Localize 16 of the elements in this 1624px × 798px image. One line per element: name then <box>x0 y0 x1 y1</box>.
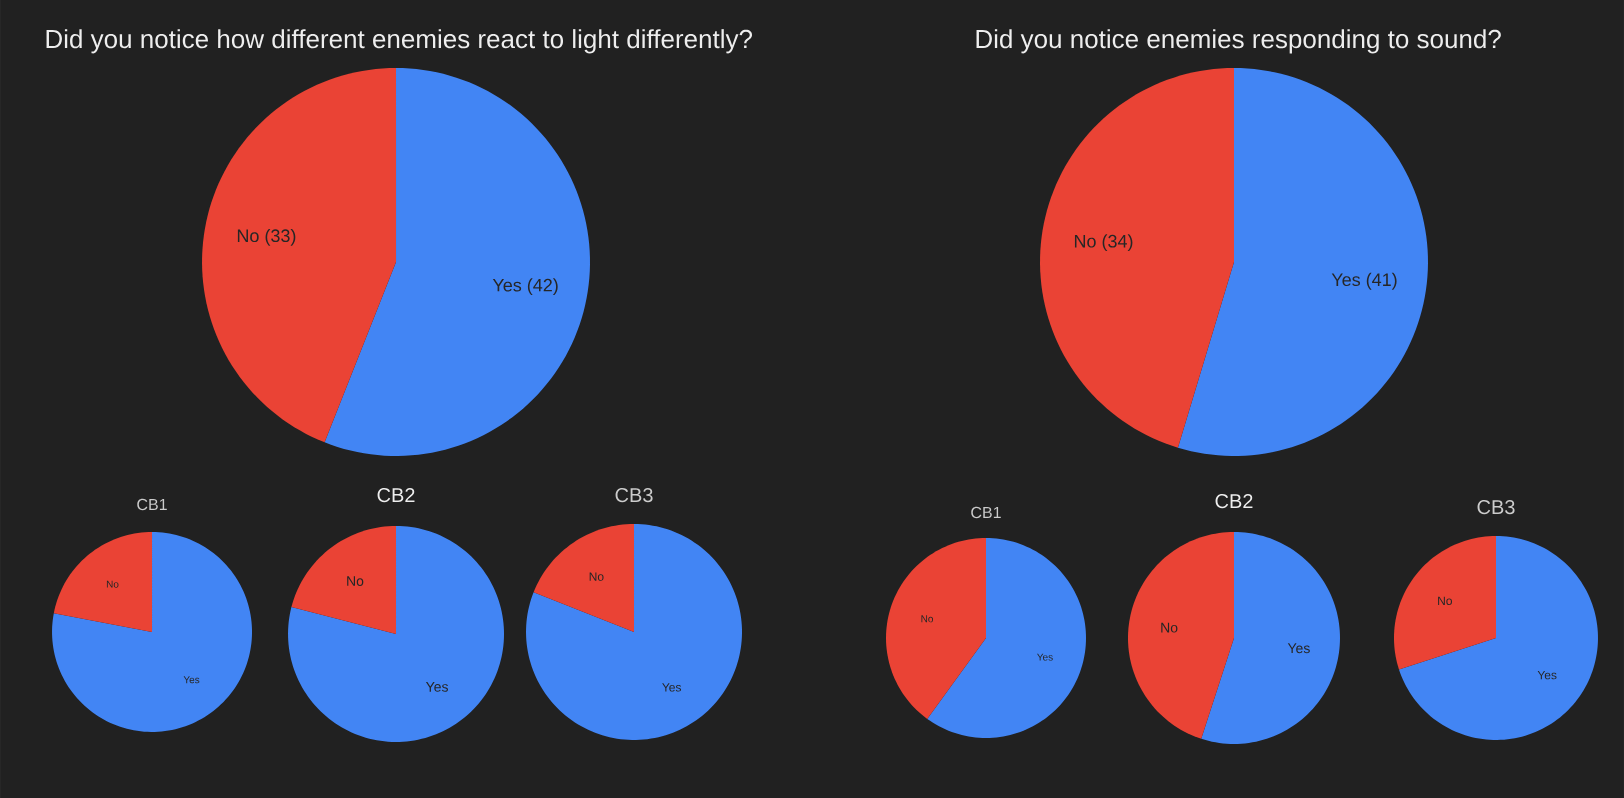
slice-label: No <box>1074 234 1096 248</box>
chart-title: CB3 <box>615 488 653 503</box>
chart-title: CB2 <box>1215 494 1253 509</box>
data-label: (42) <box>527 278 558 296</box>
chart-title: CB1 <box>137 498 167 511</box>
slice-label: No <box>237 229 259 243</box>
data-label: (34) <box>1102 234 1133 252</box>
chart-title: Did you notice how different enemies react to light differently? <box>46 29 753 54</box>
chart-title: Did you notice enemies responding to sound? <box>976 29 1501 54</box>
slice-label: Yes <box>1331 273 1361 287</box>
chart-title: CB1 <box>971 506 1001 519</box>
chart-title: CB3 <box>1477 500 1515 515</box>
data-label: (33) <box>265 228 296 246</box>
data-label: (41) <box>1366 272 1397 290</box>
slice-label: Yes <box>492 278 522 292</box>
chart-title: CB2 <box>377 488 415 503</box>
